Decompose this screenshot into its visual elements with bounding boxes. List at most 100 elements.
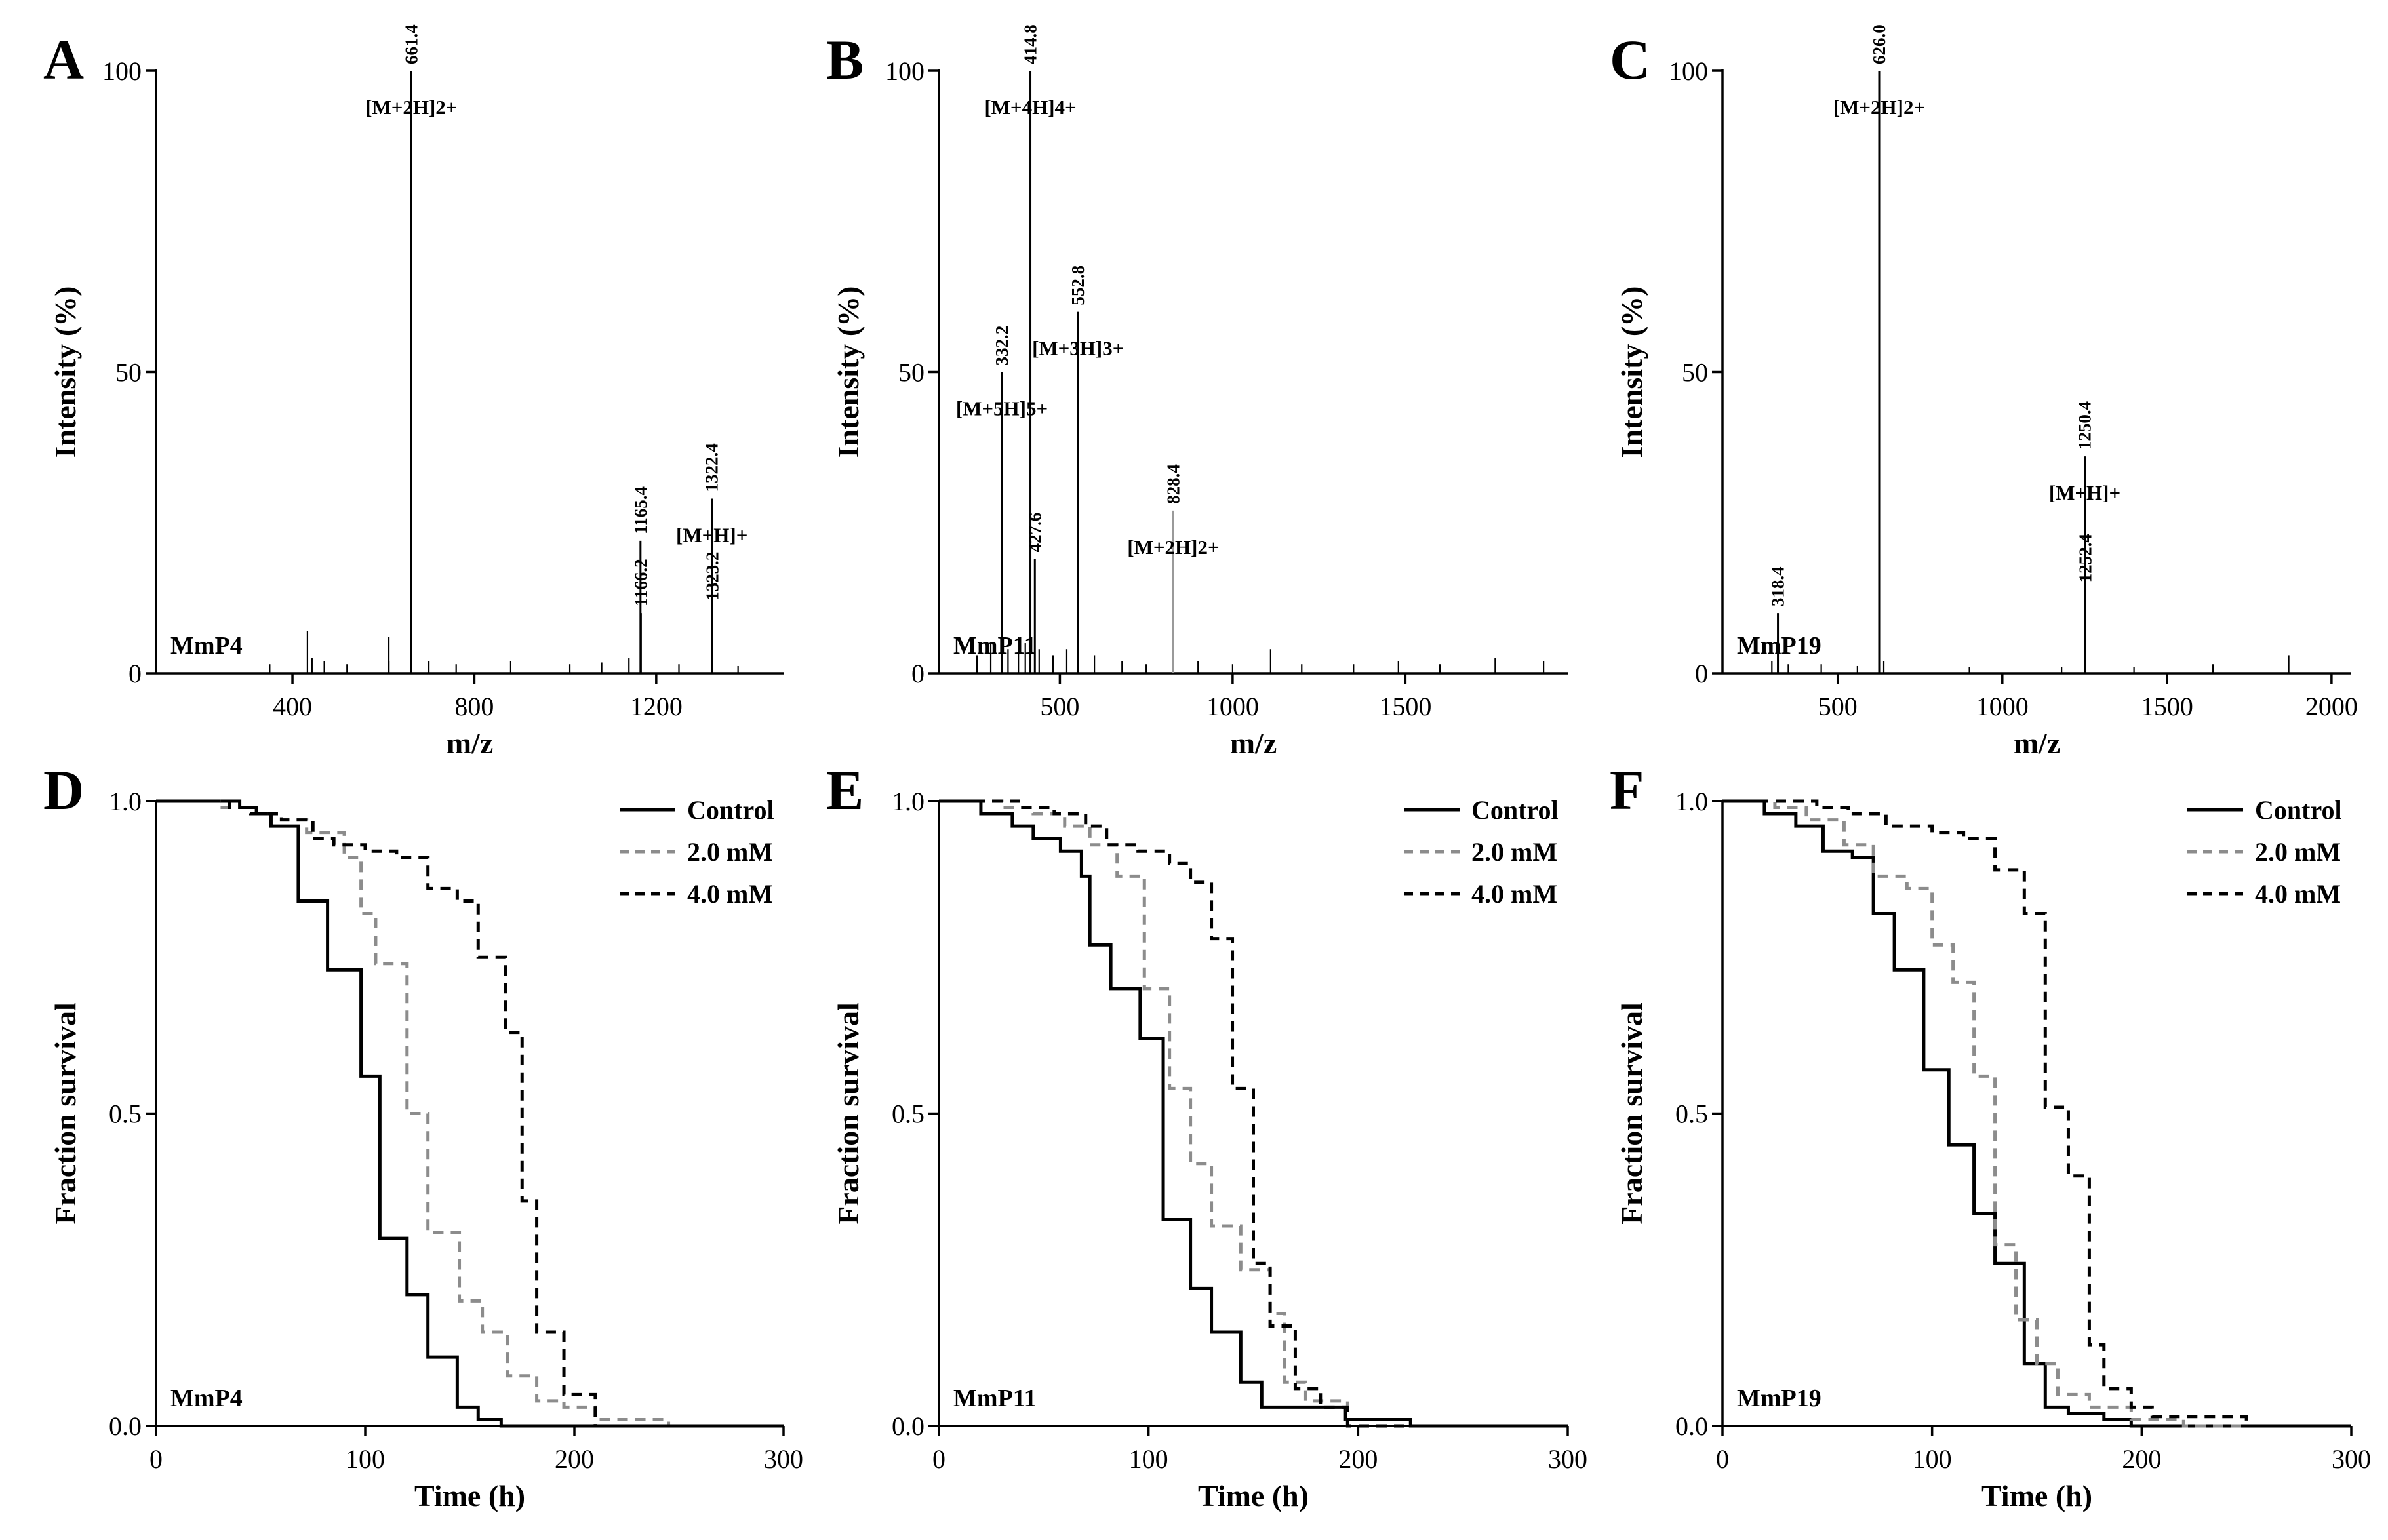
panel-letter: D <box>43 759 84 821</box>
x-tick-label: 500 <box>1818 692 1858 721</box>
y-tick-label: 0 <box>911 659 925 688</box>
x-tick-label: 100 <box>1913 1444 1952 1474</box>
peak-ion-label: [M+2H]2+ <box>365 96 457 119</box>
y-axis-title: Intensity (%) <box>831 286 865 458</box>
x-tick-label: 100 <box>1129 1444 1168 1474</box>
sample-label: MmP4 <box>170 1385 243 1412</box>
sample-label: MmP4 <box>170 632 243 660</box>
x-tick-label: 0 <box>932 1444 945 1474</box>
panel-letter: C <box>1610 28 1650 91</box>
x-tick-label: 1500 <box>1379 692 1431 721</box>
y-tick-label: 0.0 <box>109 1412 142 1441</box>
y-tick-label: 0.5 <box>892 1099 925 1129</box>
y-tick-label: 0.5 <box>109 1099 142 1129</box>
survival-curve-high <box>939 799 1568 1428</box>
peak-ion-label: [M+3H]3+ <box>1032 337 1124 360</box>
y-tick-label: 100 <box>102 56 142 86</box>
panel-letter: F <box>1610 759 1644 821</box>
legend-label: 4.0 mM <box>687 879 773 909</box>
y-tick-label: 0 <box>129 659 142 688</box>
panel-letter: E <box>826 759 864 821</box>
x-tick-label: 1000 <box>1206 692 1259 721</box>
sample-label: MmP19 <box>1737 632 1821 660</box>
sample-label: MmP11 <box>953 1385 1037 1412</box>
x-axis-title: m/z <box>2014 726 2061 760</box>
peak-ion-label: [M+4H]4+ <box>984 96 1076 119</box>
ms-panel-c: C 0 50 100 500 1000 1500 2000 m/z Intensity (%) 62… <box>1610 24 2358 760</box>
survival-curve-high <box>1722 799 2351 1428</box>
x-axis-title: Time (h) <box>1198 1479 1309 1512</box>
panel-letter: B <box>826 28 864 91</box>
panel-letter: A <box>43 28 84 91</box>
y-axis-title: Fraction survival <box>831 1002 865 1225</box>
y-axis-title: Intensity (%) <box>49 286 82 458</box>
y-tick-label: 100 <box>1669 56 1708 86</box>
y-tick-label: 50 <box>898 358 925 387</box>
survival-curve-high <box>156 799 784 1428</box>
y-tick-label: 0 <box>1695 659 1708 688</box>
ms-panel-b: B 0 50 100 500 1000 1500 m/z Intensity (%) 414.8 [… <box>826 24 1568 760</box>
peak-mz-label: 661.4 <box>401 24 421 64</box>
legend-label: 4.0 mM <box>2255 879 2341 909</box>
x-axis-title: m/z <box>447 726 494 760</box>
x-tick-label: 1200 <box>630 692 683 721</box>
x-tick-label: 0 <box>1716 1444 1729 1474</box>
x-tick-label: 2000 <box>2305 692 2358 721</box>
peak-ion-label: [M+2H]2+ <box>1833 96 1925 119</box>
peak-mz-label: 332.2 <box>992 326 1012 366</box>
peak-mz-label: 1165.4 <box>631 486 650 534</box>
peak-mz-label: 427.6 <box>1025 513 1045 553</box>
peak-mz-label: 414.8 <box>1021 24 1041 64</box>
x-tick-label: 300 <box>1548 1444 1587 1474</box>
y-tick-label: 50 <box>115 358 142 387</box>
y-tick-label: 50 <box>1682 358 1708 387</box>
sample-label: MmP11 <box>953 632 1037 660</box>
x-tick-label: 800 <box>454 692 494 721</box>
peak-mz-label: 1250.4 <box>2075 401 2095 450</box>
sample-label: MmP19 <box>1737 1385 1821 1412</box>
peak-ion-label: [M+H]+ <box>676 523 747 546</box>
y-axis-title: Fraction survival <box>49 1002 82 1225</box>
x-tick-label: 200 <box>1338 1444 1378 1474</box>
x-tick-label: 300 <box>764 1444 803 1474</box>
peak-mz-label: 828.4 <box>1163 464 1183 504</box>
peak-ion-label: [M+5H]5+ <box>956 397 1048 420</box>
y-axis-title: Intensity (%) <box>1615 286 1648 458</box>
x-tick-label: 200 <box>555 1444 594 1474</box>
x-tick-label: 300 <box>2332 1444 2371 1474</box>
y-tick-label: 0.0 <box>1675 1412 1708 1441</box>
x-tick-label: 0 <box>149 1444 163 1474</box>
survival-panel-d: D 0.0 0.5 1.0 0 100 200 300 Time (h) Fraction sur… <box>43 759 803 1512</box>
survival-curve-control <box>1722 799 2351 1428</box>
peak-mz-label: 626.0 <box>1869 24 1889 64</box>
x-axis-title: Time (h) <box>414 1479 525 1512</box>
legend-label: 2.0 mM <box>1471 837 1557 867</box>
legend-label: 2.0 mM <box>2255 837 2341 867</box>
x-tick-label: 1500 <box>2141 692 2193 721</box>
legend-label: Control <box>2255 795 2342 825</box>
survival-panel-f: F 0.0 0.5 1.0 0 100 200 300 Time (h) Fraction sur… <box>1610 759 2371 1512</box>
peak-mz-label: 552.8 <box>1068 266 1088 306</box>
legend-label: 4.0 mM <box>1471 879 1557 909</box>
peak-mz-label: 1166.2 <box>631 559 650 606</box>
peak-mz-label: 318.4 <box>1768 566 1788 606</box>
legend-label: 2.0 mM <box>687 837 773 867</box>
x-tick-label: 400 <box>273 692 312 721</box>
peak-mz-label: 1322.4 <box>702 443 722 492</box>
x-tick-label: 500 <box>1040 692 1079 721</box>
survival-panel-e: E 0.0 0.5 1.0 0 100 200 300 Time (h) Fraction sur… <box>826 759 1587 1512</box>
y-tick-label: 1.0 <box>892 787 925 816</box>
y-tick-label: 1.0 <box>109 787 142 816</box>
x-axis-title: Time (h) <box>1981 1479 2092 1512</box>
peak-ion-label: [M+2H]2+ <box>1127 536 1219 559</box>
legend-label: Control <box>1471 795 1559 825</box>
survival-curve-mid <box>156 799 784 1428</box>
ms-panel-a: A 0 50 100 400 800 1200 m/z Intensity (%) 661.4 [M… <box>43 24 784 760</box>
survival-curve-mid <box>1722 799 2351 1428</box>
survival-curve-control <box>939 799 1568 1428</box>
peak-mz-label: 1252.4 <box>2076 534 2096 582</box>
y-tick-label: 0.0 <box>892 1412 925 1441</box>
legend-label: Control <box>687 795 774 825</box>
y-tick-label: 0.5 <box>1675 1099 1708 1129</box>
